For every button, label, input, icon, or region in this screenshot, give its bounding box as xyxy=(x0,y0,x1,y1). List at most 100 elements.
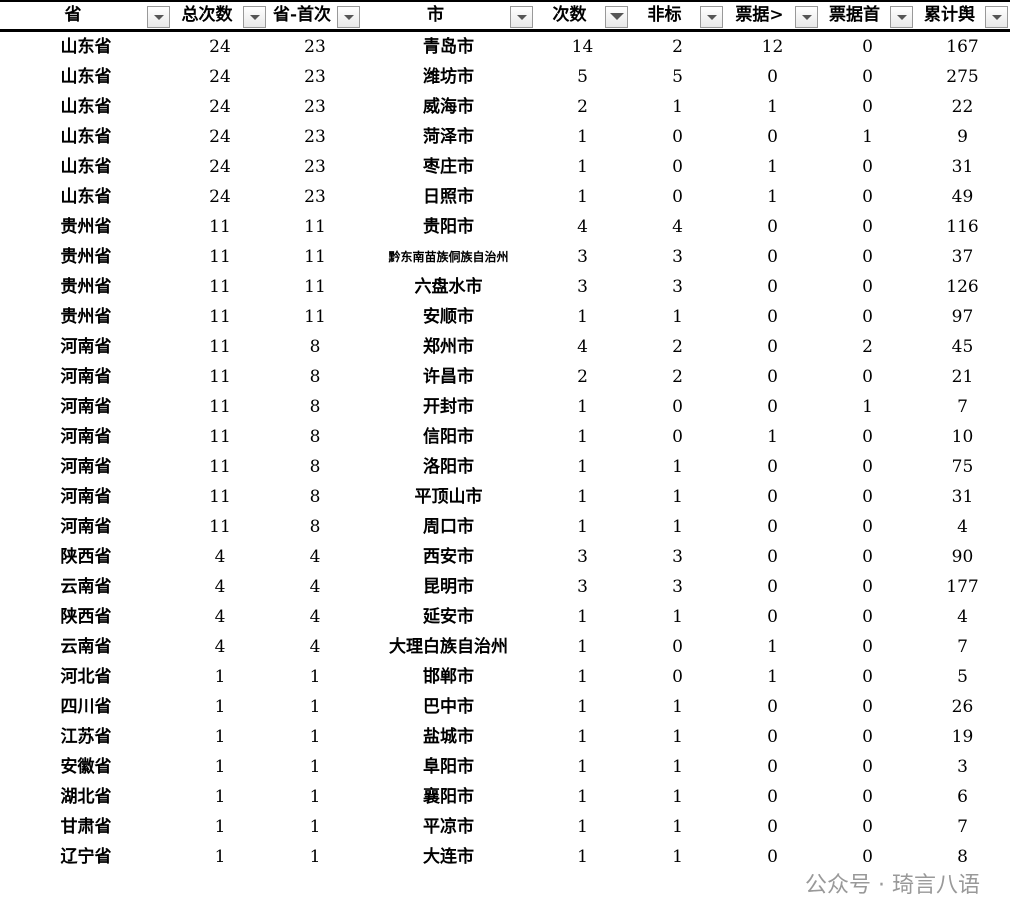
table-cell[interactable]: 1 xyxy=(214,817,226,837)
table-cell[interactable]: 贵州省 xyxy=(60,217,112,237)
table-cell[interactable]: 23 xyxy=(304,97,326,117)
table-cell[interactable]: 六盘水市 xyxy=(414,277,483,297)
table-cell[interactable]: 0 xyxy=(672,127,683,147)
table-cell[interactable]: 0 xyxy=(862,817,873,837)
table-cell[interactable]: 3 xyxy=(957,757,968,777)
table-cell[interactable]: 1 xyxy=(672,517,683,537)
table-cell[interactable]: 河北省 xyxy=(60,667,112,687)
table-cell[interactable]: 0 xyxy=(862,457,873,477)
table-cell[interactable]: 4 xyxy=(309,577,321,597)
table-cell[interactable]: 11 xyxy=(209,247,231,267)
table-cell[interactable]: 0 xyxy=(672,427,683,447)
table-cell[interactable]: 大连市 xyxy=(423,847,474,867)
table-cell[interactable]: 4 xyxy=(672,217,683,237)
table-cell[interactable]: 8 xyxy=(309,517,321,537)
table-cell[interactable]: 1 xyxy=(577,847,588,867)
table-cell[interactable]: 0 xyxy=(862,787,873,807)
table-cell[interactable]: 0 xyxy=(862,847,873,867)
table-cell[interactable]: 0 xyxy=(672,157,683,177)
table-cell[interactable]: 0 xyxy=(862,187,873,207)
table-cell[interactable]: 2 xyxy=(577,367,588,387)
table-cell[interactable]: 1 xyxy=(672,607,683,627)
table-cell[interactable]: 0 xyxy=(862,517,873,537)
table-cell[interactable]: 0 xyxy=(767,337,778,357)
table-cell[interactable]: 0 xyxy=(767,367,778,387)
table-cell[interactable]: 1 xyxy=(577,787,588,807)
table-cell[interactable]: 1 xyxy=(672,847,683,867)
table-cell[interactable]: 3 xyxy=(577,577,588,597)
table-cell[interactable]: 22 xyxy=(951,97,974,117)
table-cell[interactable]: 0 xyxy=(862,607,873,627)
table-cell[interactable]: 枣庄市 xyxy=(423,157,474,177)
table-cell[interactable]: 1 xyxy=(309,727,321,747)
table-cell[interactable]: 襄阳市 xyxy=(423,787,474,807)
filter-dropdown-button[interactable] xyxy=(795,6,818,28)
table-cell[interactable]: 1 xyxy=(309,817,321,837)
table-cell[interactable]: 河南省 xyxy=(60,367,112,387)
table-cell[interactable]: 贵州省 xyxy=(60,247,112,267)
table-cell[interactable]: 山东省 xyxy=(60,37,112,57)
table-cell[interactable]: 河南省 xyxy=(60,487,112,507)
table-cell[interactable]: 郑州市 xyxy=(423,337,474,357)
table-cell[interactable]: 11 xyxy=(304,277,326,297)
table-cell[interactable]: 0 xyxy=(672,397,683,417)
table-cell[interactable]: 1 xyxy=(309,787,321,807)
table-cell[interactable]: 0 xyxy=(862,217,873,237)
table-cell[interactable]: 0 xyxy=(767,847,778,867)
table-cell[interactable]: 8 xyxy=(309,427,321,447)
table-cell[interactable]: 0 xyxy=(862,757,873,777)
table-cell[interactable]: 8 xyxy=(309,367,321,387)
table-cell[interactable]: 1 xyxy=(577,727,588,747)
table-cell[interactable]: 11 xyxy=(209,307,231,327)
table-cell[interactable]: 11 xyxy=(304,217,326,237)
table-cell[interactable]: 4 xyxy=(957,607,968,627)
table-cell[interactable]: 11 xyxy=(304,247,326,267)
table-cell[interactable]: 24 xyxy=(209,127,231,147)
table-cell[interactable]: 49 xyxy=(951,187,974,207)
table-cell[interactable]: 巴中市 xyxy=(423,697,474,717)
table-cell[interactable]: 河南省 xyxy=(60,397,112,417)
table-cell[interactable]: 24 xyxy=(209,157,231,177)
table-cell[interactable]: 威海市 xyxy=(423,97,474,117)
table-cell[interactable]: 11 xyxy=(209,397,231,417)
table-cell[interactable]: 开封市 xyxy=(423,397,474,417)
table-cell[interactable]: 1 xyxy=(672,307,683,327)
table-cell[interactable]: 0 xyxy=(767,247,778,267)
filter-dropdown-button[interactable] xyxy=(337,6,360,28)
table-cell[interactable]: 1 xyxy=(214,697,226,717)
table-cell[interactable]: 23 xyxy=(304,67,326,87)
table-cell[interactable]: 0 xyxy=(672,637,683,657)
table-cell[interactable]: 陕西省 xyxy=(60,547,112,567)
table-cell[interactable]: 西安市 xyxy=(423,547,474,567)
table-cell[interactable]: 昆明市 xyxy=(423,577,474,597)
table-cell[interactable]: 辽宁省 xyxy=(60,847,112,867)
table-cell[interactable]: 盐城市 xyxy=(423,727,474,747)
table-cell[interactable]: 4 xyxy=(214,607,226,627)
table-cell[interactable]: 黔东南苗族侗族自治州 xyxy=(388,250,509,264)
table-cell[interactable]: 0 xyxy=(767,577,778,597)
table-cell[interactable]: 0 xyxy=(767,277,778,297)
table-cell[interactable]: 1 xyxy=(214,847,226,867)
table-cell[interactable]: 云南省 xyxy=(60,637,112,657)
table-cell[interactable]: 1 xyxy=(672,487,683,507)
table-cell[interactable]: 3 xyxy=(672,277,683,297)
table-cell[interactable]: 1 xyxy=(214,667,226,687)
table-cell[interactable]: 11 xyxy=(209,337,231,357)
filter-dropdown-button[interactable] xyxy=(147,6,170,28)
table-cell[interactable]: 安徽省 xyxy=(60,757,112,777)
table-cell[interactable]: 90 xyxy=(951,547,974,567)
table-cell[interactable]: 河南省 xyxy=(60,517,112,537)
filter-dropdown-button[interactable] xyxy=(243,6,266,28)
table-cell[interactable]: 1 xyxy=(309,757,321,777)
table-cell[interactable]: 3 xyxy=(577,277,588,297)
table-cell[interactable]: 0 xyxy=(672,187,683,207)
table-cell[interactable]: 1 xyxy=(214,787,226,807)
table-cell[interactable]: 12 xyxy=(761,37,784,57)
table-cell[interactable]: 大理白族自治州 xyxy=(389,637,508,657)
table-cell[interactable]: 菏泽市 xyxy=(423,127,474,147)
table-cell[interactable]: 河南省 xyxy=(60,427,112,447)
filter-dropdown-button[interactable] xyxy=(700,6,723,28)
table-cell[interactable]: 周口市 xyxy=(423,517,474,537)
table-cell[interactable]: 1 xyxy=(767,97,778,117)
table-cell[interactable]: 26 xyxy=(951,697,974,717)
